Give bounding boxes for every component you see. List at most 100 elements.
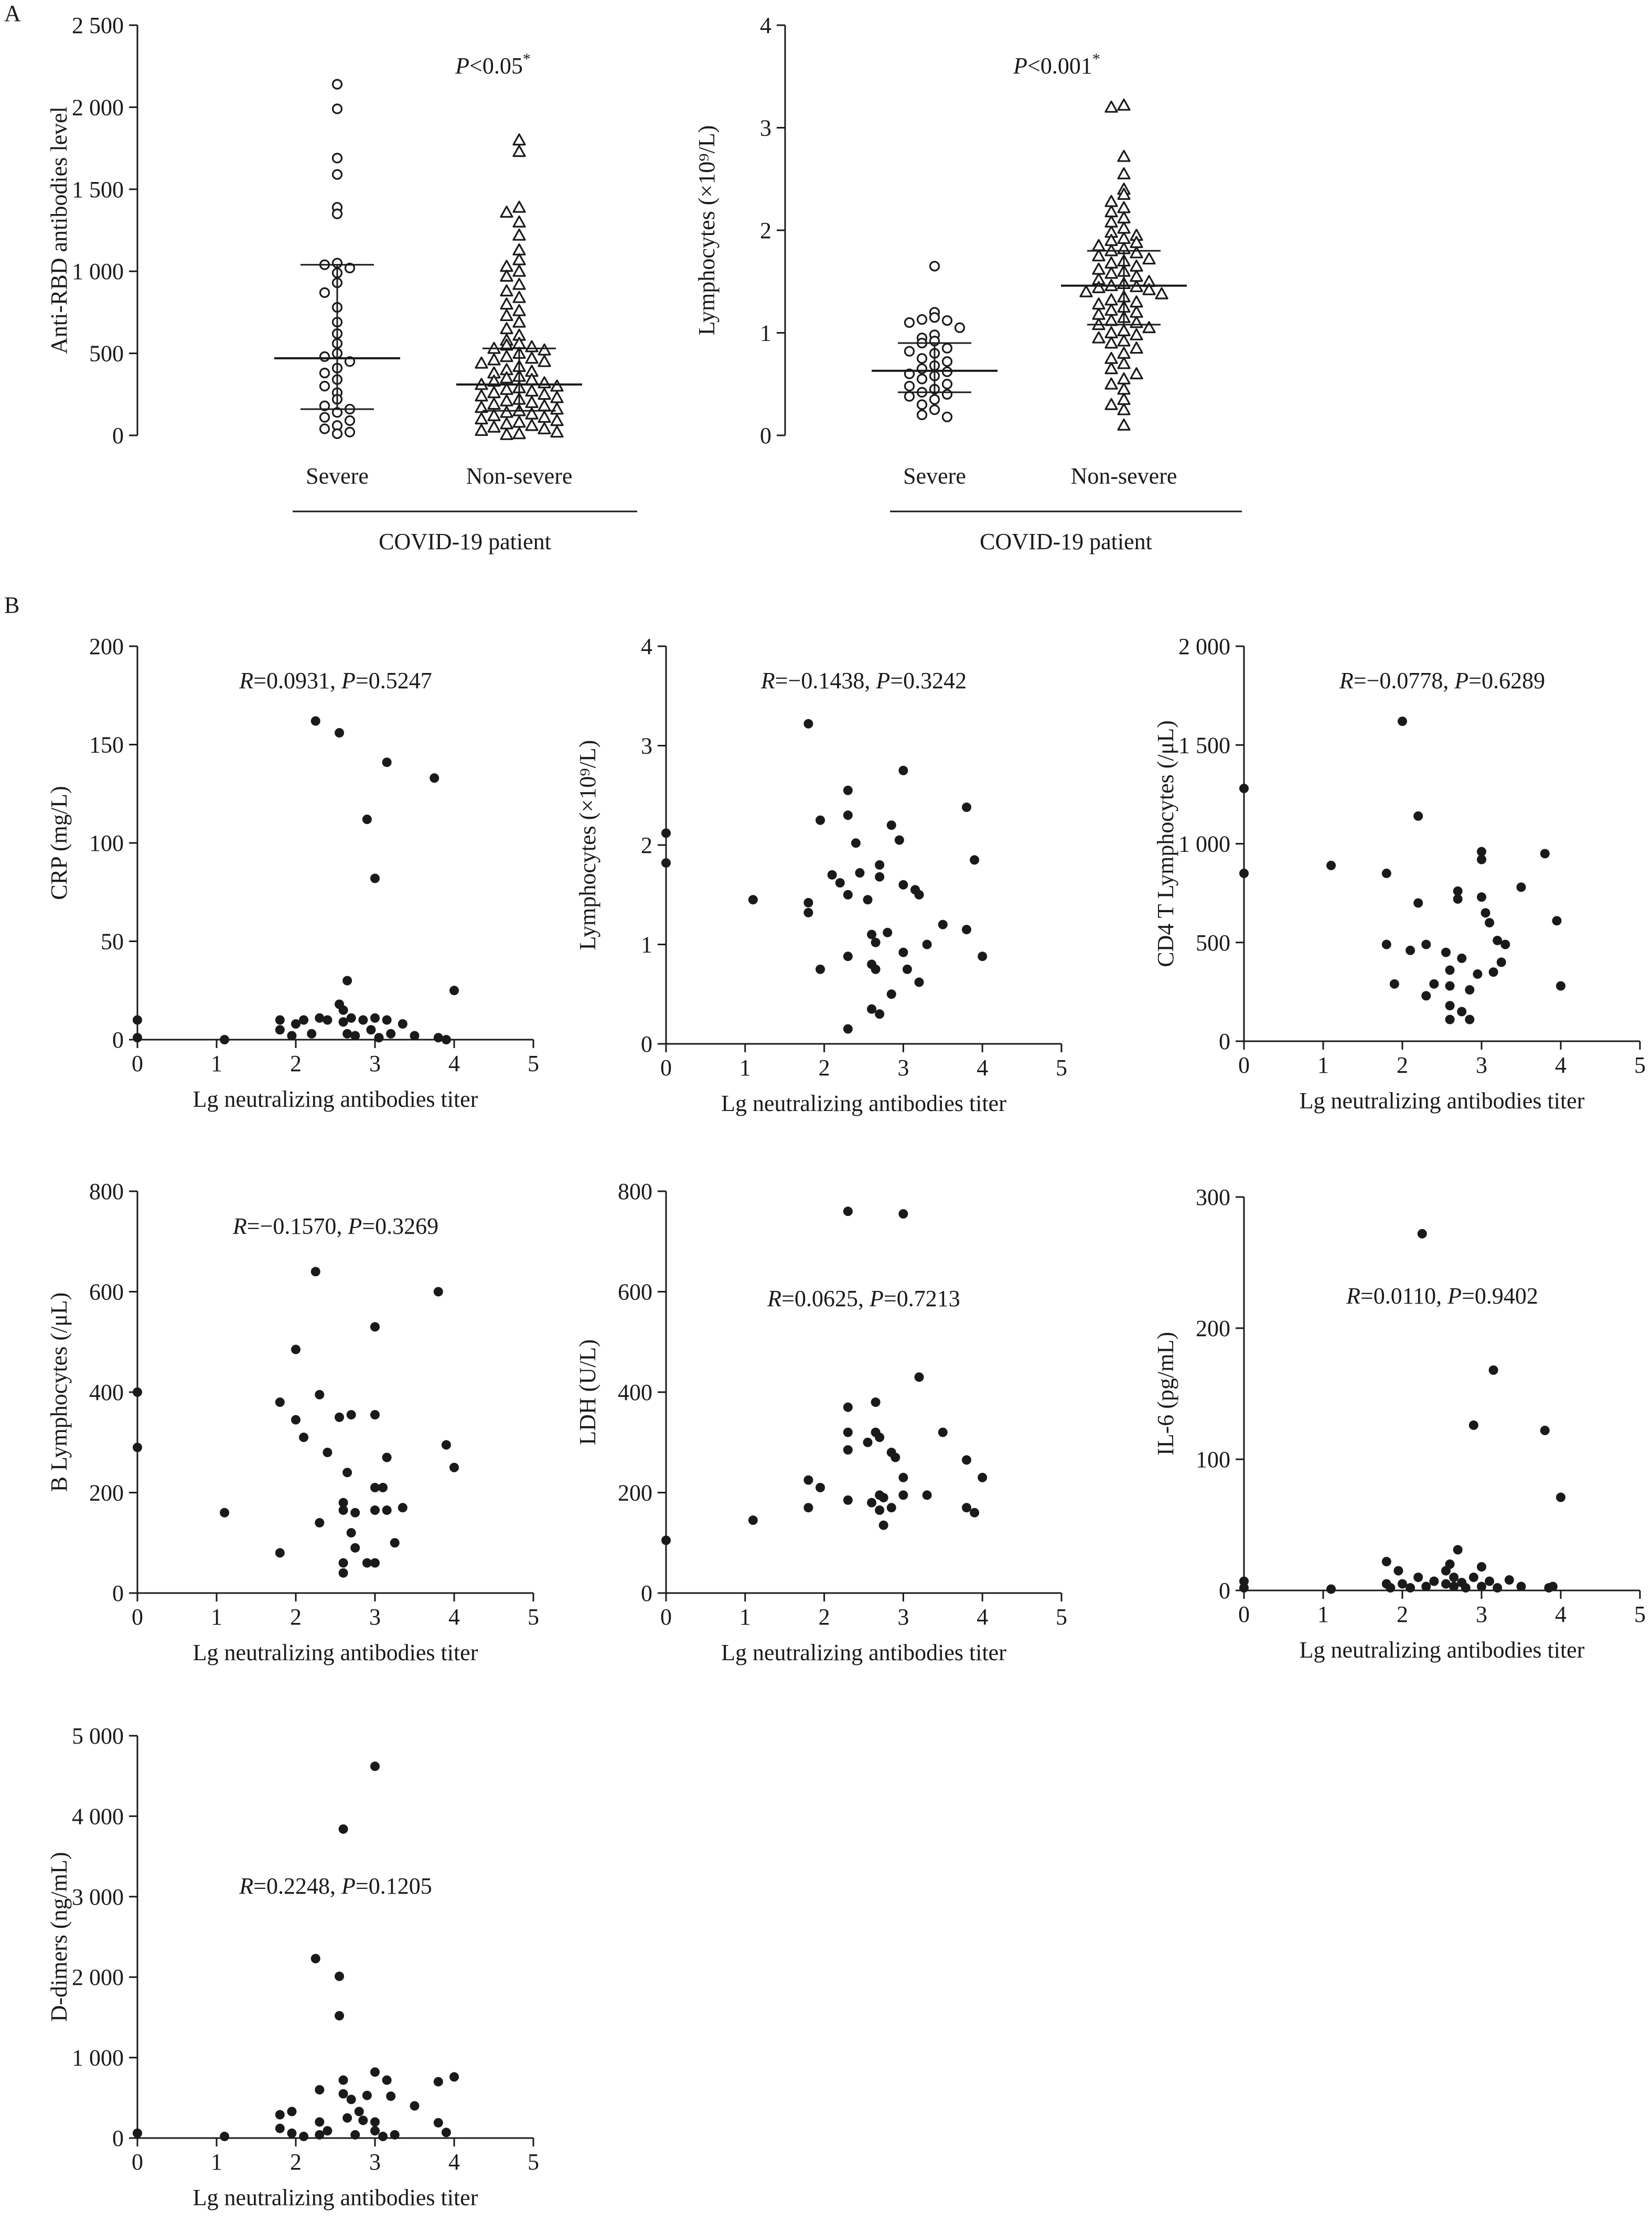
y-tick-label: 3 — [760, 115, 771, 141]
severe-point — [331, 103, 343, 114]
data-point — [978, 1472, 988, 1482]
y-tick-label: 1 — [641, 932, 652, 958]
non-severe-point — [512, 415, 526, 428]
data-point — [1239, 868, 1249, 878]
severe-point — [941, 379, 953, 390]
y-tick-label: 0 — [641, 1580, 652, 1606]
non-severe-point — [1117, 392, 1131, 405]
data-point — [291, 1019, 301, 1029]
non-severe-point — [1130, 367, 1143, 380]
data-point — [898, 947, 908, 957]
y-tick-label: 0 — [641, 1031, 652, 1057]
data-point — [370, 1482, 380, 1492]
severe-point — [319, 287, 330, 298]
y-tick-label: 0 — [1219, 1578, 1230, 1604]
data-point — [370, 1013, 380, 1023]
data-point — [1504, 1575, 1514, 1585]
data-point — [1496, 957, 1506, 967]
x-tick-label: 4 — [448, 1604, 460, 1630]
x-tick-label: 3 — [897, 1604, 909, 1630]
y-tick-label: 1 000 — [72, 2045, 124, 2071]
correlation-annotation: R=0.0625, P=0.7213 — [767, 1286, 960, 1311]
data-point — [1552, 916, 1562, 926]
data-point — [220, 2131, 230, 2141]
y-tick-label: 400 — [618, 1380, 652, 1405]
data-point — [1473, 969, 1483, 979]
data-point — [1445, 1014, 1455, 1024]
y-tick-label: 2 000 — [72, 94, 124, 120]
non-severe-point — [525, 396, 539, 408]
data-point — [350, 1543, 360, 1553]
non-severe-point — [1117, 98, 1131, 111]
non-severe-point — [550, 379, 564, 392]
data-point — [398, 1503, 407, 1513]
non-severe-point — [1130, 259, 1143, 272]
data-point — [1398, 1579, 1407, 1589]
data-point — [1421, 939, 1431, 949]
data-point — [1381, 939, 1391, 949]
y-axis-label: IL-6 (pg/mL) — [1153, 1332, 1178, 1456]
non-severe-point — [1104, 100, 1118, 113]
data-point — [962, 1503, 972, 1513]
group-label: COVID-19 patient — [980, 529, 1152, 554]
severe-point — [319, 368, 330, 379]
y-tick-label: 1 500 — [1178, 732, 1230, 758]
data-point — [1449, 1573, 1459, 1582]
non-severe-point — [1104, 362, 1118, 375]
x-axis-label: Lg neutralizing antibodies titer — [1300, 1088, 1585, 1114]
severe-point — [904, 391, 915, 402]
data-point — [875, 860, 885, 870]
non-severe-point — [1117, 187, 1131, 200]
data-point — [661, 828, 671, 838]
data-point — [342, 1468, 352, 1478]
non-severe-point — [500, 269, 513, 282]
y-axis-label: B Lymphocytes (/μL) — [46, 1292, 72, 1492]
data-point — [133, 1015, 142, 1025]
data-point — [1485, 1576, 1495, 1586]
data-points — [1239, 717, 1565, 1024]
non-severe-point — [1130, 316, 1143, 328]
x-tick-label: 3 — [897, 1055, 909, 1081]
y-axis-label: Lymphocytes (×10⁹/L) — [694, 125, 720, 336]
x-tick-label: 2 — [819, 1055, 830, 1081]
x-tick-label: 2 — [1397, 1052, 1408, 1078]
data-point — [894, 835, 904, 845]
data-point — [970, 855, 980, 865]
data-point — [938, 920, 948, 929]
data-point — [338, 1498, 348, 1508]
data-point — [886, 820, 896, 830]
data-point — [867, 929, 877, 939]
data-point — [315, 1390, 325, 1399]
y-axis-label: D-dimers (ng/mL) — [46, 1852, 72, 2022]
data-point — [871, 937, 881, 947]
y-tick-label: 1 — [760, 320, 771, 346]
non-severe-point — [1104, 256, 1118, 269]
non-severe-point — [475, 401, 488, 413]
panel-b5: 0 200 400 600 800 LDH (U/L) 0 1 2 3 4 5 Lg neutraliz… — [575, 1179, 1067, 1665]
p-value-annotation: P<0.05* — [455, 50, 531, 79]
x-axis-label: Lg neutralizing antibodies titer — [193, 2185, 478, 2210]
non-severe-point — [1117, 201, 1131, 213]
data-point — [366, 1025, 376, 1035]
non-severe-point — [500, 382, 513, 395]
data-point — [291, 1344, 301, 1354]
severe-point — [319, 400, 330, 411]
x-axis-label: Lg neutralizing antibodies titer — [1300, 1637, 1585, 1663]
data-point — [441, 1440, 451, 1450]
p-value-annotation: P<0.001* — [1013, 50, 1100, 79]
data-point — [307, 1029, 317, 1039]
data-point — [338, 1505, 348, 1515]
severe-point — [344, 356, 356, 367]
data-point — [1516, 1582, 1526, 1591]
data-point — [287, 2107, 297, 2117]
severe-point — [331, 169, 343, 180]
data-point — [843, 1402, 853, 1412]
x-tick-label: 2 — [290, 2149, 302, 2175]
data-point — [886, 989, 896, 999]
y-tick-label: 1 000 — [72, 259, 124, 284]
data-point — [1477, 1582, 1486, 1591]
data-point — [1453, 894, 1463, 904]
x-tick-label: 5 — [1056, 1055, 1067, 1081]
data-point — [338, 1558, 348, 1568]
